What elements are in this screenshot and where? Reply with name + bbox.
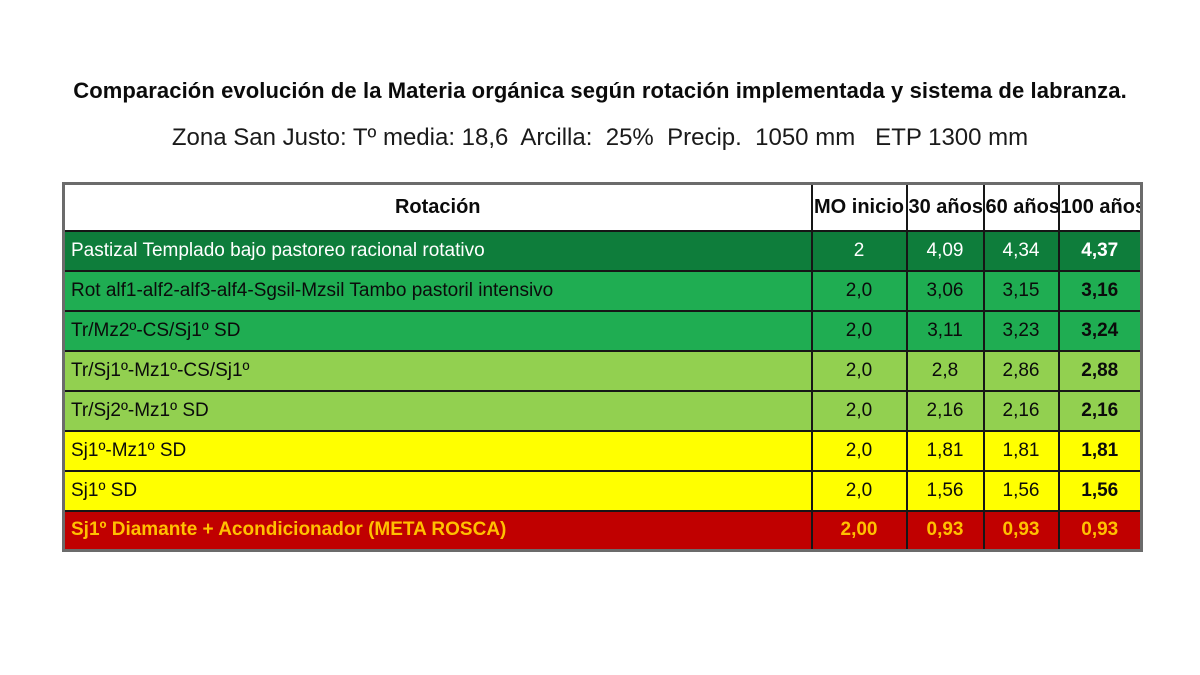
column-header-60-anos: 60 años <box>982 182 1060 232</box>
30-anos-value: 3,11 <box>905 309 985 352</box>
100-anos-value: 0,93 <box>1057 509 1143 552</box>
rotation-name: Pastizal Templado bajo pastoreo racional… <box>62 229 813 272</box>
60-anos-value: 3,15 <box>982 269 1060 312</box>
30-anos-value: 2,8 <box>905 349 985 392</box>
60-anos-value: 2,16 <box>982 389 1060 432</box>
30-anos-value: 3,06 <box>905 269 985 312</box>
rotation-name: Sj1º Diamante + Acondicionador (META ROS… <box>62 509 813 552</box>
table-header-row: Rotación MO inicio 30 años 60 años 100 a… <box>62 182 1143 232</box>
30-anos-value: 0,93 <box>905 509 985 552</box>
column-header-30-anos: 30 años <box>905 182 985 232</box>
mo-inicio-value: 2,0 <box>810 469 908 512</box>
table-row-tambo: Rot alf1-alf2-alf3-alf4-Sgsil-Mzsil Tamb… <box>62 269 1143 312</box>
mo-inicio-value: 2,0 <box>810 429 908 472</box>
table-row-tr-sj2: Tr/Sj2º-Mz1º SD 2,0 2,16 2,16 2,16 <box>62 389 1143 432</box>
table-row-sj1-diamante: Sj1º Diamante + Acondicionador (META ROS… <box>62 509 1143 552</box>
rotation-name: Tr/Mz2º-CS/Sj1º SD <box>62 309 813 352</box>
60-anos-value: 1,81 <box>982 429 1060 472</box>
100-anos-value: 3,24 <box>1057 309 1143 352</box>
mo-inicio-value: 2,0 <box>810 269 908 312</box>
100-anos-value: 2,16 <box>1057 389 1143 432</box>
100-anos-value: 4,37 <box>1057 229 1143 272</box>
rotation-comparison-table: Rotación MO inicio 30 años 60 años 100 a… <box>62 182 1143 552</box>
30-anos-value: 2,16 <box>905 389 985 432</box>
30-anos-value: 4,09 <box>905 229 985 272</box>
table-row-sj1-mz1: Sj1º-Mz1º SD 2,0 1,81 1,81 1,81 <box>62 429 1143 472</box>
rotation-name: Tr/Sj2º-Mz1º SD <box>62 389 813 432</box>
table-row-tr-sj1: Tr/Sj1º-Mz1º-CS/Sj1º 2,0 2,8 2,86 2,88 <box>62 349 1143 392</box>
60-anos-value: 2,86 <box>982 349 1060 392</box>
mo-inicio-value: 2,0 <box>810 389 908 432</box>
column-header-mo-inicio: MO inicio <box>810 182 908 232</box>
rotation-name: Sj1º-Mz1º SD <box>62 429 813 472</box>
100-anos-value: 1,56 <box>1057 469 1143 512</box>
rotation-name: Sj1º SD <box>62 469 813 512</box>
table-row-tr-mz2: Tr/Mz2º-CS/Sj1º SD 2,0 3,11 3,23 3,24 <box>62 309 1143 352</box>
mo-inicio-value: 2,0 <box>810 349 908 392</box>
rotation-name: Rot alf1-alf2-alf3-alf4-Sgsil-Mzsil Tamb… <box>62 269 813 312</box>
column-header-rotacion: Rotación <box>62 182 813 232</box>
60-anos-value: 4,34 <box>982 229 1060 272</box>
60-anos-value: 1,56 <box>982 469 1060 512</box>
page-title: Comparación evolución de la Materia orgá… <box>73 78 1127 103</box>
mo-inicio-value: 2 <box>810 229 908 272</box>
table-row-sj1-sd: Sj1º SD 2,0 1,56 1,56 1,56 <box>62 469 1143 512</box>
mo-inicio-value: 2,00 <box>810 509 908 552</box>
60-anos-value: 3,23 <box>982 309 1060 352</box>
30-anos-value: 1,56 <box>905 469 985 512</box>
mo-inicio-value: 2,0 <box>810 309 908 352</box>
60-anos-value: 0,93 <box>982 509 1060 552</box>
table-row-pastizal: Pastizal Templado bajo pastoreo racional… <box>62 229 1143 272</box>
30-anos-value: 1,81 <box>905 429 985 472</box>
100-anos-value: 3,16 <box>1057 269 1143 312</box>
page-subtitle: Zona San Justo: Tº media: 18,6 Arcilla: … <box>171 124 1029 151</box>
column-header-100-anos: 100 años <box>1057 182 1143 232</box>
100-anos-value: 1,81 <box>1057 429 1143 472</box>
rotation-name: Tr/Sj1º-Mz1º-CS/Sj1º <box>62 349 813 392</box>
100-anos-value: 2,88 <box>1057 349 1143 392</box>
